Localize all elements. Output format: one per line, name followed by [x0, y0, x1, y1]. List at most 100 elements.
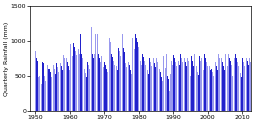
Bar [73, 43, 74, 111]
Bar [173, 58, 174, 111]
Bar [168, 91, 169, 111]
Bar [77, 45, 78, 111]
Bar [79, 54, 80, 111]
Bar [186, 58, 187, 111]
Bar [58, 76, 59, 111]
Bar [72, 56, 73, 111]
Bar [212, 76, 213, 111]
Bar [205, 62, 206, 111]
Bar [90, 6, 91, 111]
Bar [143, 61, 144, 111]
Bar [114, 58, 115, 111]
Bar [65, 66, 66, 111]
Bar [48, 69, 49, 111]
Bar [241, 58, 242, 111]
Bar [217, 54, 218, 111]
Bar [91, 27, 92, 111]
Y-axis label: Quarterly Rainfall (mm): Quarterly Rainfall (mm) [4, 21, 9, 95]
Bar [125, 67, 126, 111]
Bar [212, 76, 213, 111]
Bar [198, 56, 199, 111]
Bar [168, 91, 169, 111]
Bar [248, 58, 249, 111]
Bar [53, 65, 54, 111]
Bar [126, 70, 127, 111]
Bar [38, 77, 39, 111]
Bar [70, 48, 71, 111]
Bar [235, 58, 236, 111]
Bar [63, 55, 64, 111]
Bar [145, 62, 146, 111]
Bar [224, 54, 225, 111]
Bar [186, 58, 187, 111]
Bar [50, 72, 51, 111]
Bar [71, 52, 72, 111]
Bar [37, 61, 38, 111]
Bar [127, 74, 128, 111]
Bar [45, 34, 46, 111]
Bar [149, 62, 150, 111]
Bar [136, 42, 137, 111]
Bar [179, 54, 180, 111]
Bar [84, 69, 85, 111]
Bar [218, 58, 219, 111]
Bar [133, 45, 134, 111]
Bar [245, 58, 246, 111]
Bar [98, 54, 99, 111]
Bar [78, 49, 79, 111]
Bar [52, 62, 53, 111]
Bar [74, 47, 75, 111]
Bar [197, 75, 198, 111]
Bar [211, 72, 212, 111]
Bar [43, 63, 44, 111]
Bar [83, 65, 84, 111]
Bar [133, 45, 134, 111]
Bar [175, 66, 176, 111]
Bar [102, 63, 103, 111]
Bar [108, 34, 109, 111]
Bar [213, 79, 214, 111]
Bar [84, 69, 85, 111]
Bar [131, 38, 132, 111]
Bar [169, 74, 170, 111]
Bar [85, 73, 86, 111]
Bar [90, 6, 91, 111]
Bar [249, 62, 250, 111]
Bar [92, 54, 93, 111]
Bar [223, 70, 224, 111]
Bar [110, 42, 111, 111]
Bar [120, 60, 121, 111]
Bar [139, 57, 140, 111]
Bar [104, 62, 105, 111]
Bar [240, 77, 241, 111]
Bar [138, 54, 139, 111]
Bar [60, 63, 61, 111]
Bar [85, 73, 86, 111]
Bar [163, 60, 164, 111]
Bar [164, 64, 165, 111]
Bar [193, 54, 194, 111]
Bar [199, 61, 200, 111]
Bar [107, 21, 108, 111]
Bar [217, 54, 218, 111]
Bar [225, 58, 226, 111]
Bar [61, 66, 62, 111]
Bar [206, 66, 207, 111]
Bar [181, 62, 182, 111]
Bar [108, 34, 109, 111]
Bar [47, 65, 48, 111]
Bar [175, 66, 176, 111]
Bar [216, 70, 217, 111]
Bar [138, 54, 139, 111]
Bar [170, 56, 171, 111]
Bar [233, 58, 234, 111]
Bar [48, 69, 49, 111]
Bar [128, 62, 129, 111]
Bar [103, 67, 104, 111]
Bar [235, 58, 236, 111]
Bar [68, 66, 69, 111]
Bar [243, 66, 244, 111]
Bar [113, 65, 114, 111]
Bar [204, 58, 205, 111]
Bar [159, 69, 160, 111]
